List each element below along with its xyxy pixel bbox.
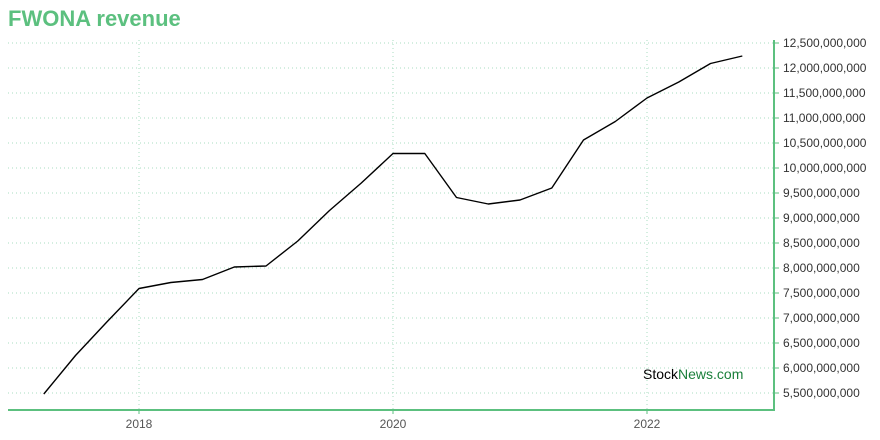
y-tick-label: 11,000,000,000 <box>783 111 866 125</box>
x-tick-label: 2018 <box>126 417 153 431</box>
series-layer <box>43 55 743 395</box>
y-tick-label: 7,000,000,000 <box>783 311 860 325</box>
y-tick-label: 9,000,000,000 <box>783 211 860 225</box>
y-tick-label: 6,000,000,000 <box>783 361 860 375</box>
y-tick-label: 11,500,000,000 <box>783 86 866 100</box>
watermark-part2: News <box>678 366 713 382</box>
y-tick-label: 10,000,000,000 <box>783 161 867 175</box>
y-tick-label: 12,500,000,000 <box>783 36 867 50</box>
y-tick-label: 8,500,000,000 <box>783 236 860 250</box>
x-tick-label: 2022 <box>634 417 661 431</box>
y-tick-label: 5,500,000,000 <box>783 386 860 400</box>
x-tick-labels: 2018 2020 2022 <box>126 417 661 431</box>
y-tick-label: 8,000,000,000 <box>783 261 860 275</box>
y-tick-labels: 5,500,000,000 6,000,000,000 6,500,000,000 7… <box>783 36 867 400</box>
axes <box>8 40 779 414</box>
grid-lines <box>8 40 774 410</box>
y-tick-label: 9,500,000,000 <box>783 186 860 200</box>
y-tick-label: 6,500,000,000 <box>783 336 860 350</box>
y-tick-label: 12,000,000,000 <box>783 61 867 75</box>
chart-title: FWONA revenue <box>8 6 181 31</box>
watermark: StockNews.com <box>643 366 743 382</box>
watermark-part1: Stock <box>643 366 679 382</box>
y-tick-label: 10,500,000,000 <box>783 136 867 150</box>
x-tick-label: 2020 <box>380 417 407 431</box>
watermark-part3: .com <box>713 366 743 382</box>
y-tick-label: 7,500,000,000 <box>783 286 860 300</box>
